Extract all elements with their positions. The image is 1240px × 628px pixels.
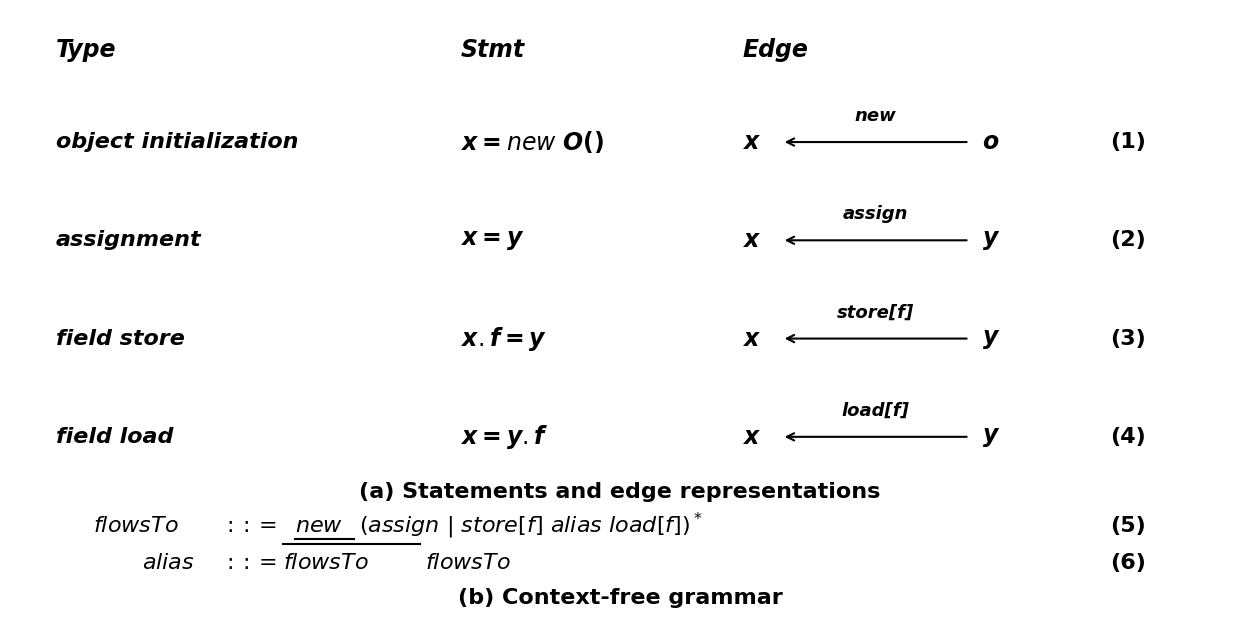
Text: (1): (1) [1111, 132, 1146, 152]
Text: $\mathit{flowsTo}$: $\mathit{flowsTo}$ [93, 516, 179, 536]
Text: $\boldsymbol{x}$: $\boldsymbol{x}$ [743, 229, 761, 252]
Text: (2): (2) [1111, 230, 1146, 251]
Text: $\mathit{flowsTo}$: $\mathit{flowsTo}$ [425, 553, 511, 573]
Text: $\boldsymbol{y}$: $\boldsymbol{y}$ [982, 425, 999, 449]
Text: (3): (3) [1111, 328, 1146, 349]
Text: Edge: Edge [743, 38, 808, 62]
Text: (4): (4) [1111, 427, 1146, 447]
Text: $(\mathit{assign}\ |\ \mathit{store[f]}\ \mathit{alias}\ \mathit{load[f]})^*$: $(\mathit{assign}\ |\ \mathit{store[f]}\… [358, 511, 702, 541]
Text: $\boldsymbol{x.f = y}$: $\boldsymbol{x.f = y}$ [460, 325, 547, 352]
Text: $\mathit{new}$: $\mathit{new}$ [295, 516, 343, 536]
Text: $\boldsymbol{x = \mathit{new}\ O()}$: $\boldsymbol{x = \mathit{new}\ O()}$ [460, 129, 604, 155]
Text: $\boldsymbol{x = y}$: $\boldsymbol{x = y}$ [460, 229, 525, 252]
Text: field store: field store [56, 328, 185, 349]
Text: assignment: assignment [56, 230, 202, 251]
Text: Stmt: Stmt [460, 38, 525, 62]
Text: $\boldsymbol{x}$: $\boldsymbol{x}$ [743, 327, 761, 350]
Text: object initialization: object initialization [56, 132, 299, 152]
Text: $::=$: $::=$ [222, 516, 277, 536]
Text: (a) Statements and edge representations: (a) Statements and edge representations [360, 482, 880, 502]
Text: $\boldsymbol{o}$: $\boldsymbol{o}$ [982, 130, 999, 154]
Text: $\boldsymbol{y}$: $\boldsymbol{y}$ [982, 229, 999, 252]
Text: $\boldsymbol{x}$: $\boldsymbol{x}$ [743, 425, 761, 449]
Text: field load: field load [56, 427, 174, 447]
Text: $\boldsymbol{y}$: $\boldsymbol{y}$ [982, 327, 999, 350]
Text: $::=$: $::=$ [222, 553, 277, 573]
Text: assign: assign [843, 205, 909, 223]
Text: $\mathit{flowsTo}$: $\mathit{flowsTo}$ [283, 553, 368, 573]
Text: load[f]: load[f] [842, 402, 910, 420]
Text: store[f]: store[f] [837, 303, 914, 322]
Text: (6): (6) [1111, 553, 1146, 573]
Text: $\mathit{alias}$: $\mathit{alias}$ [141, 553, 195, 573]
Text: (5): (5) [1111, 516, 1146, 536]
Text: new: new [854, 107, 897, 125]
Text: (b) Context-free grammar: (b) Context-free grammar [458, 588, 782, 608]
Text: Type: Type [56, 38, 117, 62]
Text: $\boldsymbol{x}$: $\boldsymbol{x}$ [743, 130, 761, 154]
Text: $\boldsymbol{x = y.f}$: $\boldsymbol{x = y.f}$ [460, 423, 548, 451]
